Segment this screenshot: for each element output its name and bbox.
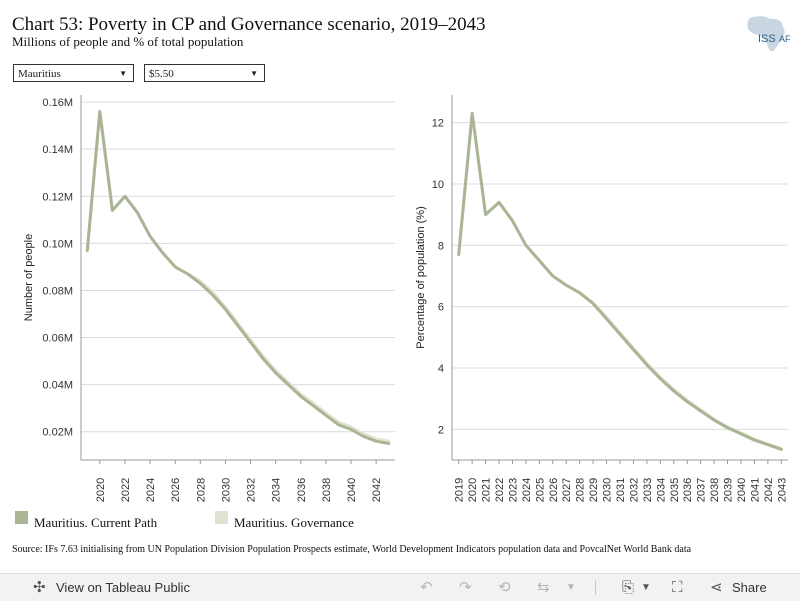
x-tick-label: 2022 [494,478,506,502]
threshold-dropdown-value: $5.50 [149,68,174,80]
revert-icon[interactable]: ⟲ [498,579,511,596]
toolbar-divider [595,580,596,595]
y-tick-label: 0.08M [42,285,73,297]
fullscreen-icon[interactable]: ⛶ [672,579,683,596]
x-tick-label: 2026 [170,478,182,502]
view-on-tableau-link[interactable]: View on Tableau Public [56,580,190,595]
legend-label-current-path: Mauritius. Current Path [34,515,158,530]
y-tick-label: 0.02M [42,427,73,439]
country-dropdown[interactable]: Mauritius ▼ [13,64,134,82]
x-tick-label: 2036 [682,478,694,502]
download-icon[interactable]: ⎘ [622,579,635,596]
y-tick-label: 0.12M [42,191,73,203]
y-tick-label: 0.06M [42,333,73,345]
tableau-icon[interactable]: ✣ [33,579,46,596]
x-tick-label: 2037 [696,478,708,502]
y-tick-label: 6 [438,302,444,314]
x-tick-label: 2033 [642,478,654,502]
chart-subtitle: Millions of people and % of total popula… [12,34,244,49]
y-tick-label: 0.16M [42,97,73,109]
x-tick-label: 2039 [723,478,735,502]
x-tick-label: 2024 [521,478,533,502]
x-tick-label: 2041 [749,478,761,502]
y-tick-label: 0.14M [42,144,73,156]
chart-title: Chart 53: Poverty in CP and Governance s… [12,14,486,35]
x-tick-label: 2032 [628,478,640,502]
x-tick-label: 2028 [575,478,587,502]
threshold-dropdown[interactable]: $5.50 ▼ [144,64,265,82]
y-tick-label: 0.04M [42,380,73,392]
logo-text-sub: AF [779,34,791,44]
x-tick-label: 2024 [145,478,157,502]
y-axis-title: Percentage of population (%) [415,206,427,348]
x-tick-label: 2034 [271,478,283,502]
y-tick-label: 10 [432,179,444,191]
percentage-chart: 2 4 6 8 10 12 2019 2020 2021 2022 2023 2024 2025 2026… [415,95,788,502]
y-tick-label: 8 [438,240,444,252]
x-tick-label: 2023 [507,478,519,502]
x-tick-label: 2029 [588,478,600,502]
x-tick-label: 2026 [548,478,560,502]
x-tick-label: 2040 [346,478,358,502]
legend-label-governance: Mauritius. Governance [234,515,354,530]
x-tick-label: 2031 [615,478,627,502]
x-tick-label: 2030 [220,478,232,502]
x-tick-label: 2038 [709,478,721,502]
y-tick-label: 4 [438,363,444,375]
x-tick-label: 2027 [561,478,573,502]
share-icon[interactable]: ⋖ [710,579,723,596]
legend-swatch-governance [215,511,228,524]
x-tick-label: 2021 [481,478,493,502]
x-tick-label: 2040 [736,478,748,502]
tableau-toolbar: ✣ View on Tableau Public ↶ ↷ ⟲ ⇆ ▼ ⎘ ▼ ⛶… [0,573,800,601]
x-tick-label: 2036 [296,478,308,502]
legend-swatch-current-path [15,511,28,524]
x-tick-label: 2043 [776,478,788,502]
x-tick-label: 2019 [454,478,466,502]
x-tick-label: 2032 [246,478,258,502]
x-tick-label: 2042 [371,478,383,502]
logo-text-main: ISS [758,33,776,45]
x-tick-label: 2034 [655,478,667,502]
undo-icon[interactable]: ↶ [420,579,433,596]
series-line-mauritius-current-path[interactable] [457,111,783,451]
x-tick-label: 2042 [763,478,775,502]
y-tick-label: 12 [432,118,444,130]
y-axis-title: Number of people [23,234,35,321]
chevron-down-icon[interactable]: ▼ [641,582,651,593]
x-tick-label: 2020 [467,478,479,502]
x-tick-label: 2038 [321,478,333,502]
x-tick-label: 2022 [120,478,132,502]
iss-africa-logo: ISS AF [747,16,791,52]
chevron-down-icon: ▼ [119,69,127,78]
country-dropdown-value: Mauritius [18,68,61,80]
chevron-down-icon[interactable]: ▼ [566,582,576,593]
series-line-mauritius-current-path[interactable] [85,110,391,445]
source-note: Source: IFs 7.63 initialising from UN Po… [12,544,692,555]
x-tick-label: 2025 [534,478,546,502]
series-line-mauritius-governance[interactable] [457,111,783,451]
people-chart: 0.02M 0.04M 0.06M 0.08M 0.10M 0.12M 0.14M 0.16M… [23,95,395,502]
x-tick-label: 2028 [195,478,207,502]
y-tick-label: 0.10M [42,238,73,250]
x-tick-label: 2020 [95,478,107,502]
x-tick-label: 2035 [669,478,681,502]
x-tick-label: 2030 [602,478,614,502]
chevron-down-icon: ▼ [250,69,258,78]
y-tick-label: 2 [438,424,444,436]
share-button[interactable]: Share [732,580,767,595]
redo-icon[interactable]: ↷ [459,579,472,596]
refresh-icon[interactable]: ⇆ [537,579,550,596]
